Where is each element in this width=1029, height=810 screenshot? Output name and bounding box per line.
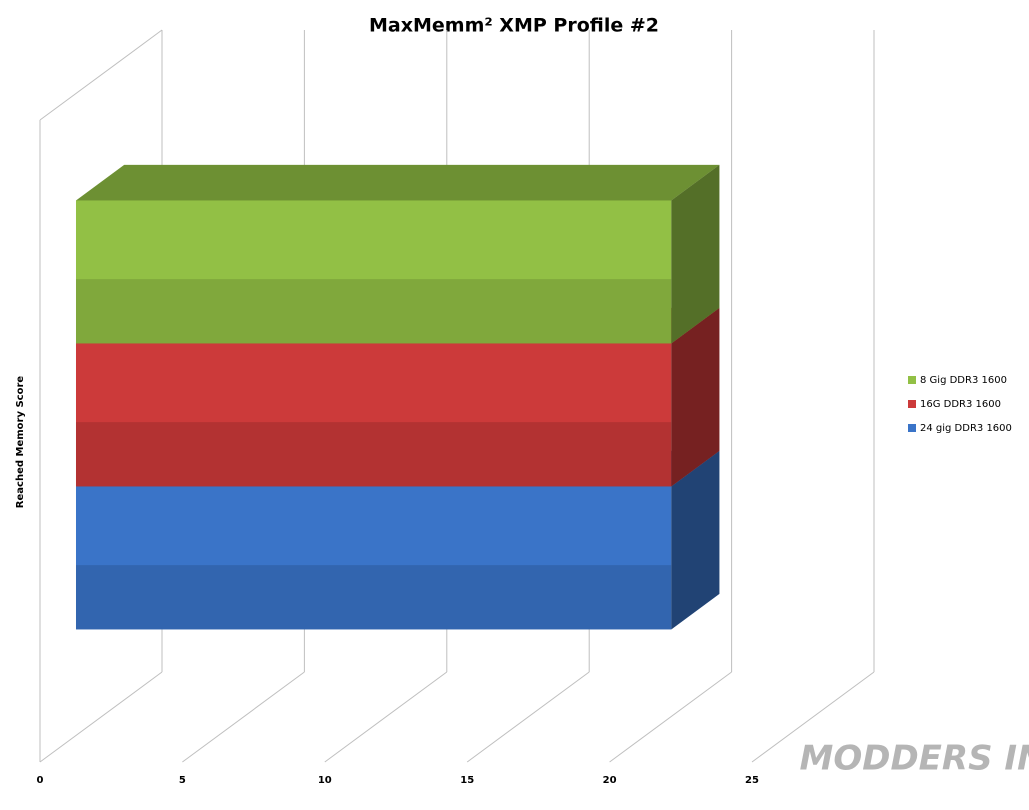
legend-swatch xyxy=(908,400,916,408)
legend-label: 16G DDR3 1600 xyxy=(920,399,1001,410)
bar-side xyxy=(671,164,720,344)
bar-shade xyxy=(75,279,672,344)
x-tick-label: 5 xyxy=(179,775,186,786)
legend-swatch xyxy=(908,424,916,432)
x-tick-label: 15 xyxy=(460,775,474,786)
legend-swatch xyxy=(908,376,916,384)
bar-side xyxy=(671,450,720,630)
grid-line xyxy=(609,671,732,763)
grid-line xyxy=(466,671,590,763)
bar-top-shade xyxy=(75,164,720,201)
grid-line xyxy=(182,671,305,763)
y-axis-label: Reached Memory Score xyxy=(15,376,26,509)
x-tick-label: 10 xyxy=(318,775,332,786)
bar-top xyxy=(75,164,720,201)
x-tick-label: 0 xyxy=(37,775,44,786)
bar-side-shade xyxy=(671,307,720,487)
bar-side-shade xyxy=(671,450,720,630)
grid-line xyxy=(751,671,875,763)
watermark: MODDERS INC xyxy=(800,739,1029,779)
legend-label: 8 Gig DDR3 1600 xyxy=(920,375,1007,386)
bar-side-shade xyxy=(671,164,720,344)
bar-shade xyxy=(75,422,672,487)
bar-shade xyxy=(75,565,672,630)
legend-label: 24 gig DDR3 1600 xyxy=(920,423,1012,434)
left-wall xyxy=(39,29,163,121)
bar xyxy=(75,486,672,630)
x-tick-label: 20 xyxy=(603,775,617,786)
grid-line xyxy=(39,671,163,763)
grid-line xyxy=(324,671,448,763)
bar xyxy=(75,343,672,487)
bar-side xyxy=(671,307,720,487)
chart-title: MaxMemm² XMP Profile #2 xyxy=(369,15,659,37)
x-tick-label: 25 xyxy=(745,775,759,786)
bar xyxy=(75,200,672,344)
